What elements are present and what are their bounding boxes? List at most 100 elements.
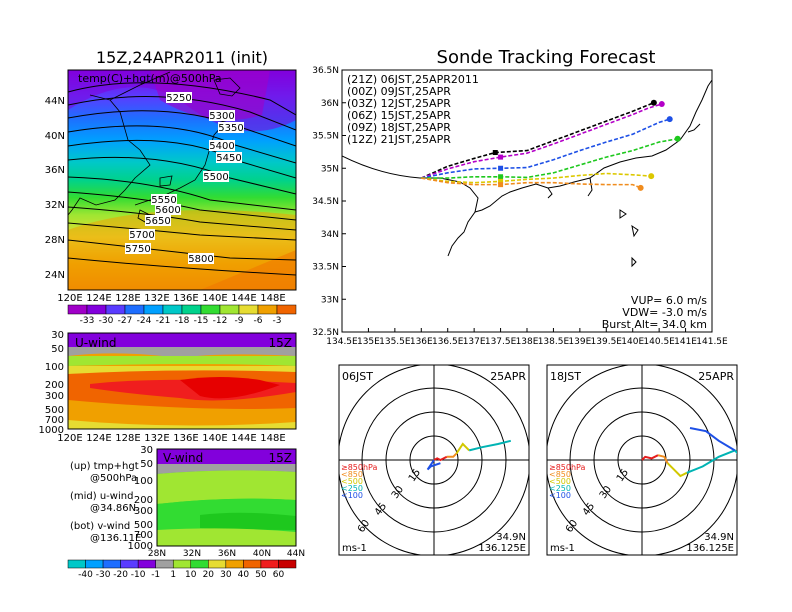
tracking-x-tick-label: 134.5E [326,337,358,347]
tracking-params: VUP= 6.0 m/s VDW= -3.0 m/s Burst Alt= 34… [602,294,708,331]
wind-colorbar-cell [278,559,297,569]
track-end-point [666,116,673,123]
tracking-x-tick-label: 136E [410,337,433,347]
tracking-title: Sonde Tracking Forecast [437,47,656,68]
svg-text:1000: 1000 [128,541,153,552]
tracking-y-tick-label: 33N [321,295,339,305]
svg-text:36N: 36N [218,549,236,559]
temp-colorbar-cell [162,304,183,315]
svg-text:(00Z) 09JST,25APR: (00Z) 09JST,25APR [347,85,451,98]
svg-text:200: 200 [45,380,64,391]
svg-text:136E: 136E [173,293,198,304]
tracking-x-tick-label: 137E [463,337,486,347]
tracking-x-tick-label: 138E [516,337,539,347]
wind-colorbar-cell [120,559,139,569]
wind-colorbar-cell [172,559,192,569]
svg-text:(up) tmp+hgt: (up) tmp+hgt [70,461,139,472]
svg-text:40N: 40N [253,549,271,559]
svg-text:5750: 5750 [125,244,150,255]
vwind-time: 15Z [269,451,293,465]
hodo-trace [666,462,688,478]
tracking-y-tick-label: 33.5N [312,263,339,273]
wind-colorbar [67,559,297,569]
svg-text:5550: 5550 [151,195,176,206]
temp-map-lat-labels: 44N 40N 36N 32N 28N 24N [45,96,65,281]
hodo-trace [689,427,736,452]
wind-colorbar-cell [243,559,262,569]
hodo-trace [455,442,470,455]
temp-colorbar-cell [181,304,202,315]
tracking-y-tick-label: 36.5N [312,66,339,76]
temp-colorbar-cell [143,304,164,315]
uwind-title: U-wind [75,336,116,350]
uwind-pressure-labels: 30 50 100 200 300 500 700 1000 [39,330,64,436]
hodo-legend-item: <250 [341,484,363,493]
temp-colorbar-cell [219,304,240,315]
wind-colorbar-label: -20 [113,570,128,580]
svg-text:132E: 132E [144,293,169,304]
svg-text:28N: 28N [148,549,166,559]
track-line [421,118,670,179]
wind-colorbar-label: -40 [78,570,93,580]
svg-text:148E: 148E [260,433,285,444]
hodo-left-lon: 136.125E [478,543,526,554]
svg-text:50: 50 [51,344,64,355]
uwind-frame [67,332,297,430]
wind-colorbar-label: -30 [96,570,111,580]
svg-text:100: 100 [134,476,153,487]
svg-text:(09Z) 18JST,25APR: (09Z) 18JST,25APR [347,121,451,134]
wind-colorbar-cell [260,559,279,569]
svg-text:24N: 24N [45,270,65,281]
wind-colorbar-cell [208,559,227,569]
tracking-tracks [420,99,681,191]
track-end-point [648,173,655,180]
temp-colorbar-cell [105,304,126,315]
svg-text:44N: 44N [45,96,65,107]
temp-map [68,70,296,290]
uwind-section [68,333,296,429]
svg-text:5500: 5500 [203,172,228,183]
tracking-y-tick-label: 35.5N [312,132,339,142]
hodo-legend-item: <250 [549,484,571,493]
svg-text:5800: 5800 [188,254,213,265]
wind-colorbar-cell [190,559,209,569]
hodo-left-lat: 34.9N [496,532,526,543]
hodo-legend-item: <500 [341,477,363,486]
vwind-lat-labels: 28N 32N 36N 40N 44N [148,549,305,559]
tracking-y-labels: 32.5N 33N 33.5N 34N 34.5N 35N 35.5N 36N 36.5N [312,66,346,338]
track-marker [498,174,504,180]
track-marker [498,182,504,188]
hodo-right-unit: ms-1 [550,543,575,554]
hodo-trace [657,454,669,464]
temp-colorbar-label: -3 [273,316,282,326]
hodo-left-unit: ms-1 [342,543,367,554]
svg-text:500: 500 [45,405,64,416]
svg-text:5450: 5450 [216,153,241,164]
temp-map-title: 15Z,24APR2011 (init) [96,48,268,67]
hodo-legend-item: <850 [549,470,571,479]
svg-text:5350: 5350 [218,123,243,134]
temp-colorbar-label: -9 [235,316,244,326]
track-line [421,137,678,179]
svg-text:124E: 124E [86,433,111,444]
svg-text:@500hPa: @500hPa [90,473,137,484]
svg-text:5250: 5250 [166,93,191,104]
hodo-trace [426,459,441,471]
svg-text:(03Z) 12JST,25APR: (03Z) 12JST,25APR [347,97,451,110]
track-end-point [674,135,681,142]
wind-colorbar-cell [85,559,104,569]
track-marker [498,165,504,171]
uwind-time: 15Z [269,336,293,350]
temp-map-contour-labels: 5250 5300 5350 5400 5450 5500 5550 5600 … [125,92,244,265]
wind-colorbar-label: 40 [238,570,250,580]
hodo-trace [468,439,512,452]
wind-colorbar-labels: -40 -30 -20 -10 -1 1 10 20 30 40 50 60 [78,570,284,580]
wind-colorbar-label: 10 [185,570,197,580]
svg-text:200: 200 [134,495,153,506]
temp-colorbar-cell [238,304,259,315]
temp-map-overlay-label: temp(C)+hgt(m)@500hPa [78,72,222,85]
hodo-trace [641,454,659,461]
